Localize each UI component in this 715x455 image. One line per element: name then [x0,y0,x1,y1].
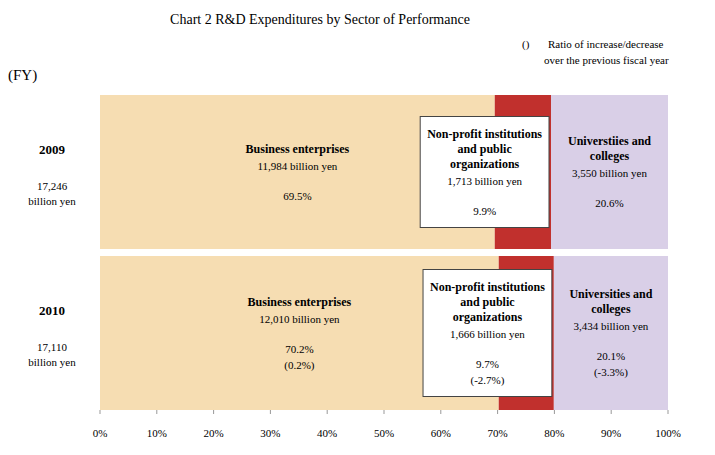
label-box [423,270,552,397]
data-labels: Business enterprises 11,984 billion yen 69… [246,117,653,397]
change-label: (-2.7%) [470,374,504,387]
value-label: 20.1% [597,350,625,362]
x-tick [100,410,101,414]
value-label: 70.2% [285,343,313,355]
x-tick [440,410,441,414]
segment-name: Business enterprises [248,295,352,309]
chart: Chart 2 R&D Expenditures by Sector of Pe… [0,0,715,455]
segment-name: Non-profit institutions [427,127,542,141]
x-tick-label: 80% [544,427,564,439]
total-label: 17,246billion yen [28,180,76,207]
amount-label: 11,984 billion yen [257,160,337,172]
segment-name: organizations [450,157,520,171]
bars [100,95,668,410]
amount-label: 1,666 billion yen [450,328,525,340]
category-label: 2009 [39,142,66,157]
x-axis: 0% 10% 20% 30% 40% 50% 60% 70% 80% 90% 100% [93,410,681,439]
segment-name: colleges [591,302,631,316]
x-tick [270,410,271,414]
x-tick-label: 20% [204,427,224,439]
value-label: 9.9% [473,205,496,217]
segment-name: organizations [453,310,523,324]
x-tick-label: 100% [655,427,681,439]
value-label: 9.7% [476,358,499,370]
x-tick [554,410,555,414]
category-label: 2010 [39,303,65,318]
value-label: 69.5% [283,190,311,202]
total-label: 17,110billion yen [28,341,76,368]
segment-name: Non-profit institutions [430,280,545,294]
x-tick-label: 10% [147,427,167,439]
x-tick-label: 50% [374,427,394,439]
x-tick [668,410,669,414]
bar-segment [551,95,668,249]
x-tick [327,410,328,414]
label-box [420,117,549,228]
bar-segment [554,256,668,410]
x-tick-label: 70% [488,427,508,439]
x-tick-label: 0% [93,427,108,439]
segment-name: and public [457,142,512,156]
x-tick-label: 60% [431,427,451,439]
y-axis-label: (FY) [8,67,37,84]
background [0,0,715,455]
segment-name: Universities and [569,287,652,301]
amount-label: 3,550 billion yen [572,167,647,179]
segment-name: Business enterprises [246,142,350,156]
segment-name: Universtiies and [568,134,651,148]
title: Chart 2 R&D Expenditures by Sector of Pe… [170,12,470,27]
segment-name: colleges [590,149,630,163]
change-label: (-3.3%) [594,366,628,379]
amount-label: 12,010 billion yen [259,313,340,325]
x-tick [213,410,214,414]
amount-label: 3,434 billion yen [573,320,648,332]
value-label: 20.6% [595,197,623,209]
x-tick [384,410,385,414]
x-tick [611,410,612,414]
change-label: (0.2%) [284,359,315,372]
x-tick-label: 40% [317,427,337,439]
x-tick-label: 30% [260,427,280,439]
x-tick [497,410,498,414]
x-tick [156,410,157,414]
amount-label: 1,713 billion yen [447,175,522,187]
note-line: Ratio of increase/decrease [548,38,664,50]
note-symbol: () [522,38,530,51]
x-tick-label: 90% [601,427,621,439]
note-line: over the previous fiscal year [544,54,669,66]
segment-name: and public [460,295,515,309]
